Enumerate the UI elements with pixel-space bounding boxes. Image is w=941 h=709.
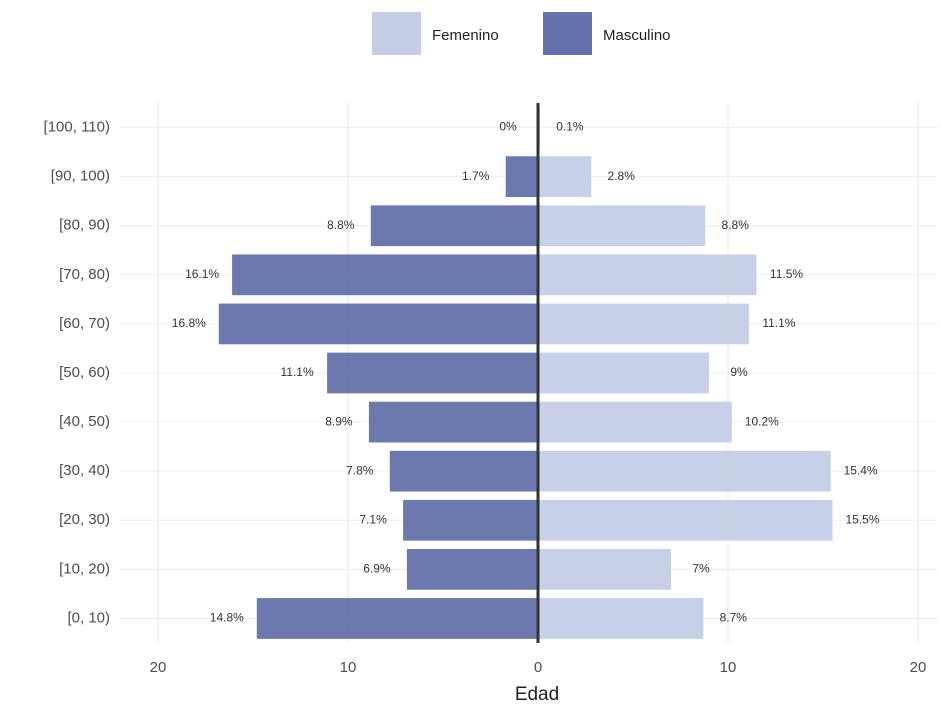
bar [256, 598, 538, 639]
x-axis-title: Edad [515, 684, 559, 705]
data-label: 11.5% [770, 267, 803, 281]
data-label: 8.8% [327, 218, 355, 232]
y-tick-label: [10, 20) [59, 560, 110, 577]
bar [538, 598, 704, 639]
data-label: 7% [692, 562, 710, 576]
y-tick-label: [90, 100) [51, 168, 110, 185]
y-tick-label: [60, 70) [59, 315, 110, 332]
x-tick-label: 20 [910, 659, 927, 676]
bar [538, 352, 709, 394]
bar [368, 401, 538, 443]
data-label: 8.7% [720, 611, 748, 625]
bar [370, 205, 538, 247]
bar [406, 548, 538, 590]
data-label: 2.8% [608, 169, 636, 183]
bar [538, 548, 671, 590]
data-label: 15.5% [845, 512, 879, 526]
data-label: 16.8% [172, 316, 206, 330]
data-label: 7.1% [359, 512, 387, 526]
data-label: 0.1% [556, 120, 584, 134]
bar [538, 499, 833, 541]
bar [538, 254, 757, 296]
data-label: 15.4% [844, 463, 878, 477]
bar [218, 303, 539, 345]
y-tick-label: [40, 50) [59, 413, 110, 430]
bar [538, 205, 706, 247]
x-tick-label: 0 [534, 659, 542, 676]
bar [232, 254, 538, 296]
data-label: 16.1% [185, 267, 219, 281]
data-label: 8.9% [325, 414, 353, 428]
data-label: 11.1% [281, 365, 314, 379]
y-tick-label: [100, 110) [44, 119, 110, 136]
legend-swatch [543, 12, 592, 55]
data-label: 14.8% [210, 611, 244, 625]
bar [538, 303, 749, 345]
data-label: 9% [730, 365, 748, 379]
x-tick-label: 10 [340, 659, 357, 676]
bar [538, 450, 831, 492]
data-label: 6.9% [363, 562, 391, 576]
x-tick-label: 20 [150, 659, 167, 676]
y-tick-label: [70, 80) [59, 266, 110, 283]
data-label: 0% [499, 120, 517, 134]
y-tick-label: [30, 40) [59, 462, 110, 479]
data-label: 11.1% [762, 316, 795, 330]
legend-label: Femenino [432, 27, 499, 44]
x-tick-label: 10 [720, 659, 737, 676]
bar [505, 156, 538, 198]
bar [538, 401, 732, 443]
data-label: 1.7% [462, 169, 490, 183]
legend-label: Masculino [603, 27, 671, 44]
bar [327, 352, 538, 394]
y-tick-label: [0, 10) [67, 609, 110, 626]
bar [389, 450, 538, 492]
y-tick-label: [50, 60) [59, 364, 110, 381]
data-label: 7.8% [346, 463, 374, 477]
y-tick-label: [20, 30) [59, 511, 110, 528]
data-label: 10.2% [745, 414, 779, 428]
y-tick-label: [80, 90) [59, 217, 110, 234]
data-label: 8.8% [722, 218, 750, 232]
legend-swatch [372, 12, 421, 55]
bar [538, 156, 592, 198]
bar [403, 499, 538, 541]
